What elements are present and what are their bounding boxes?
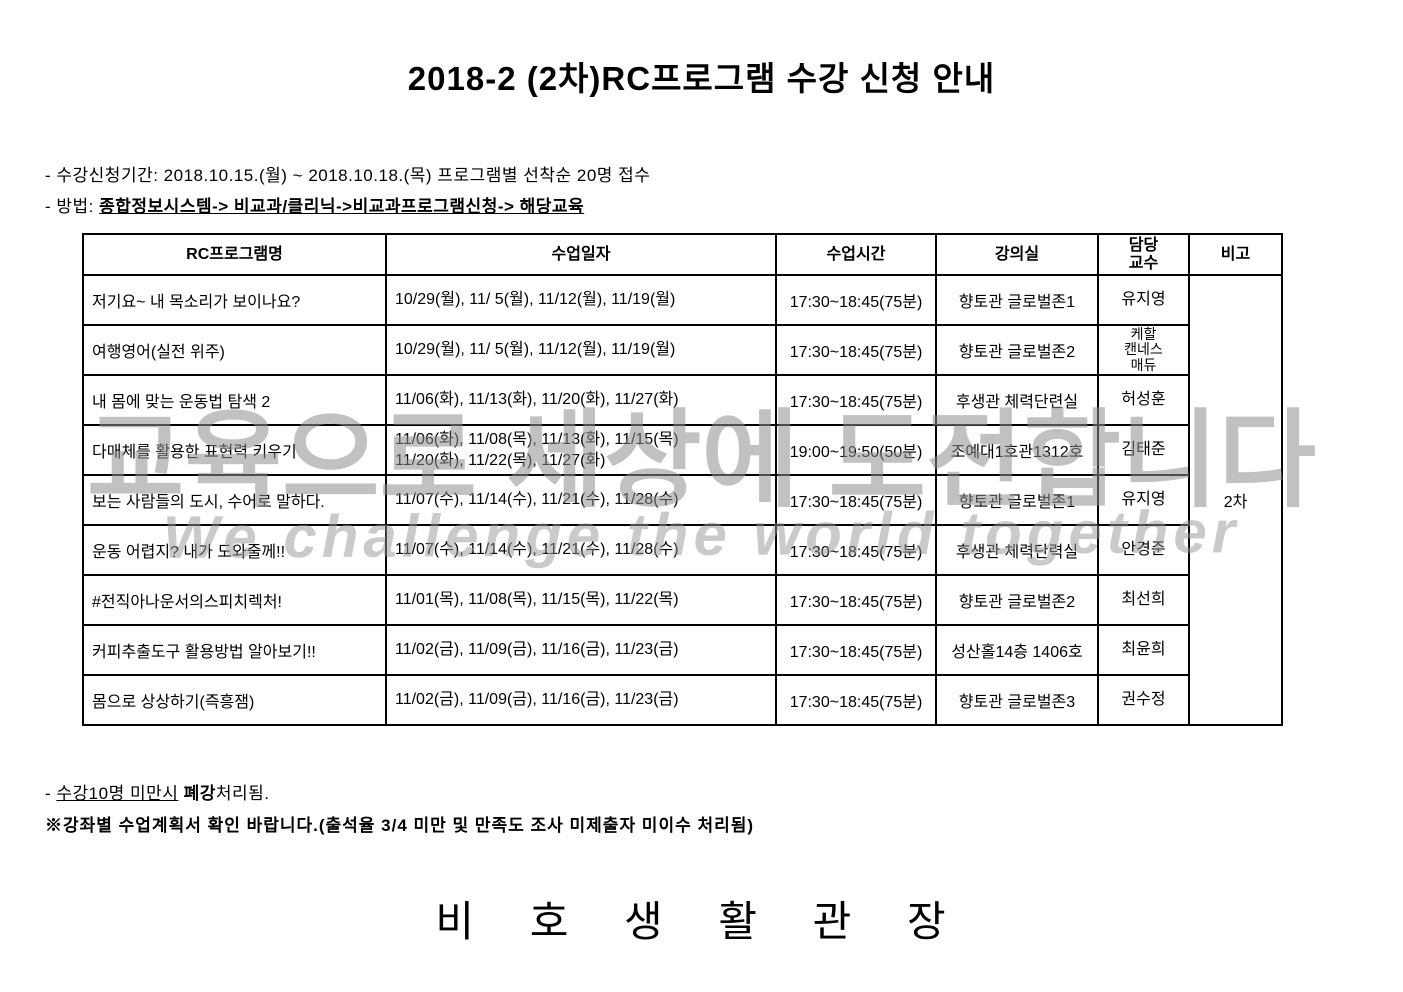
room-cell: 후생관 체력단련실 bbox=[935, 374, 1099, 427]
room-cell: 조예대1호관1312호 bbox=[935, 424, 1099, 477]
table-row: 몸으로 상상하기(즉흥잼) 11/02(금), 11/09(금), 11/16(… bbox=[82, 674, 1282, 727]
table-row: 커피추출도구 활용방법 알아보기!! 11/02(금), 11/09(금), 1… bbox=[82, 624, 1282, 677]
table-row: 다매체를 활용한 표현력 키우기 11/06(화), 11/08(목), 11/… bbox=[82, 424, 1282, 477]
teacher-cell: 허성훈 bbox=[1097, 374, 1190, 427]
program-table: RC프로그램명 수업일자 수업시간 강의실 담당 교수 비고 저기요~ 내 목소… bbox=[82, 232, 1283, 727]
dates-cell: 11/01(목), 11/08(목), 11/15(목), 11/22(목) bbox=[385, 574, 777, 627]
teacher-cell: 유지영 bbox=[1097, 274, 1190, 327]
table-header-row: RC프로그램명 수업일자 수업시간 강의실 담당 교수 비고 bbox=[82, 232, 1283, 277]
program-name-cell: #전직아나운서의스피치렉처! bbox=[82, 574, 387, 627]
table-row: 저기요~ 내 목소리가 보이나요? 10/29(월), 11/ 5(월), 11… bbox=[82, 274, 1283, 727]
column-header-teacher: 담당 교수 bbox=[1097, 232, 1190, 277]
dates-cell: 10/29(월), 11/ 5(월), 11/12(월), 11/19(월) bbox=[385, 324, 777, 377]
teacher-cell: 김태준 bbox=[1097, 424, 1190, 477]
registration-period-line: - 수강신청기간: 2018.10.15.(월) ~ 2018.10.18.(목… bbox=[45, 166, 651, 185]
dates-cell: 11/06(화), 11/13(화), 11/20(화), 11/27(화) bbox=[385, 374, 777, 427]
program-name-cell: 몸으로 상상하기(즉흥잼) bbox=[82, 674, 387, 727]
teacher-cell: 안경준 bbox=[1097, 524, 1190, 577]
program-table-container: RC프로그램명 수업일자 수업시간 강의실 담당 교수 비고 저기요~ 내 목소… bbox=[82, 232, 1283, 727]
method-line: - 방법: 종합정보시스템-> 비교과/클리닉->비교과프로그램신청-> 해당교… bbox=[45, 191, 650, 222]
time-cell: 17:30~18:45(75분) bbox=[775, 624, 937, 677]
cancel-rest-text: 처리됨. bbox=[215, 784, 270, 803]
teacher-cell: 최윤희 bbox=[1097, 624, 1190, 677]
room-cell: 향토관 글로벌존1 bbox=[935, 274, 1099, 327]
teacher-cell: 유지영 bbox=[1097, 474, 1190, 527]
column-header-time: 수업시간 bbox=[775, 232, 937, 277]
room-cell: 성산홀14층 1406호 bbox=[935, 624, 1099, 677]
cancel-bold-text: 폐강 bbox=[178, 784, 216, 803]
teacher-cell: 권수정 bbox=[1097, 674, 1190, 727]
column-header-room: 강의실 bbox=[935, 232, 1099, 277]
dates-cell: 11/06(화), 11/08(목), 11/13(화), 11/15(목) 1… bbox=[385, 424, 777, 477]
table-row: 운동 어렵지? 내가 도와줄께!! 11/07(수), 11/14(수), 11… bbox=[82, 524, 1282, 577]
signature: 비 호 생 활 관 장 bbox=[435, 898, 968, 945]
teacher-cell: 최선희 bbox=[1097, 574, 1190, 627]
page-title: 2018-2 (2차)RC프로그램 수강 신청 안내 bbox=[407, 60, 996, 97]
column-header-dates: 수업일자 bbox=[385, 232, 777, 277]
dates-cell: 11/07(수), 11/14(수), 11/21(수), 11/28(수) bbox=[385, 524, 777, 577]
method-path: 종합정보시스템-> 비교과/클리닉->비교과프로그램신청-> 해당교육 bbox=[99, 197, 585, 216]
min-enrollment-text: 수강10명 미만시 bbox=[56, 784, 179, 803]
room-cell: 향토관 글로벌존2 bbox=[935, 574, 1099, 627]
program-name-cell: 내 몸에 맞는 운동법 탐색 2 bbox=[82, 374, 387, 427]
time-cell: 17:30~18:45(75분) bbox=[775, 674, 937, 727]
time-cell: 17:30~18:45(75분) bbox=[775, 324, 937, 377]
table-row: 보는 사람들의 도시, 수어로 말하다. 11/07(수), 11/14(수),… bbox=[82, 474, 1282, 527]
dates-cell: 11/07(수), 11/14(수), 11/21(수), 11/28(수) bbox=[385, 474, 777, 527]
program-name-cell: 운동 어렵지? 내가 도와줄께!! bbox=[82, 524, 387, 577]
column-header-note: 비고 bbox=[1188, 232, 1283, 277]
method-label: - 방법: bbox=[45, 197, 100, 216]
cancellation-note: - 수강10명 미만시 폐강처리됨. bbox=[45, 778, 754, 810]
dates-cell: 11/02(금), 11/09(금), 11/16(금), 11/23(금) bbox=[385, 674, 777, 727]
time-cell: 17:30~18:45(75분) bbox=[775, 274, 937, 327]
syllabus-note: ※강좌별 수업계획서 확인 바랍니다.(출석율 3/4 미만 및 만족도 조사 … bbox=[45, 816, 755, 835]
table-row: 여행영어(실전 위주) 10/29(월), 11/ 5(월), 11/12(월)… bbox=[82, 324, 1282, 377]
dates-cell: 10/29(월), 11/ 5(월), 11/12(월), 11/19(월) bbox=[385, 274, 777, 327]
room-cell: 향토관 글로벌존1 bbox=[935, 474, 1099, 527]
time-cell: 17:30~18:45(75분) bbox=[775, 374, 937, 427]
footer-notes: - 수강10명 미만시 폐강처리됨. ※강좌별 수업계획서 확인 바랍니다.(출… bbox=[45, 778, 754, 842]
program-name-cell: 다매체를 활용한 표현력 키우기 bbox=[82, 424, 387, 477]
teacher-cell: 케할 캔네스 매듀 bbox=[1097, 324, 1190, 377]
room-cell: 후생관 체력단력실 bbox=[935, 524, 1099, 577]
room-cell: 향토관 글로벌존2 bbox=[935, 324, 1099, 377]
table-row: #전직아나운서의스피치렉처! 11/01(목), 11/08(목), 11/15… bbox=[82, 574, 1282, 627]
time-cell: 17:30~18:45(75분) bbox=[775, 474, 937, 527]
time-cell: 17:30~18:45(75분) bbox=[775, 524, 937, 577]
program-name-cell: 저기요~ 내 목소리가 보이나요? bbox=[82, 274, 387, 327]
program-name-cell: 보는 사람들의 도시, 수어로 말하다. bbox=[82, 474, 387, 527]
room-cell: 향토관 글로벌존3 bbox=[935, 674, 1099, 727]
intro-notes: - 수강신청기간: 2018.10.15.(월) ~ 2018.10.18.(목… bbox=[45, 160, 650, 222]
program-name-cell: 여행영어(실전 위주) bbox=[82, 324, 387, 377]
note-merged-cell: 2차 bbox=[1188, 274, 1283, 727]
dates-cell: 11/02(금), 11/09(금), 11/16(금), 11/23(금) bbox=[385, 624, 777, 677]
table-row: 내 몸에 맞는 운동법 탐색 2 11/06(화), 11/13(화), 11/… bbox=[82, 374, 1282, 427]
column-header-program-name: RC프로그램명 bbox=[82, 232, 387, 277]
time-cell: 19:00~19:50(50분) bbox=[775, 424, 937, 477]
program-name-cell: 커피추출도구 활용방법 알아보기!! bbox=[82, 624, 387, 677]
time-cell: 17:30~18:45(75분) bbox=[775, 574, 937, 627]
dash-prefix: - bbox=[45, 784, 57, 803]
